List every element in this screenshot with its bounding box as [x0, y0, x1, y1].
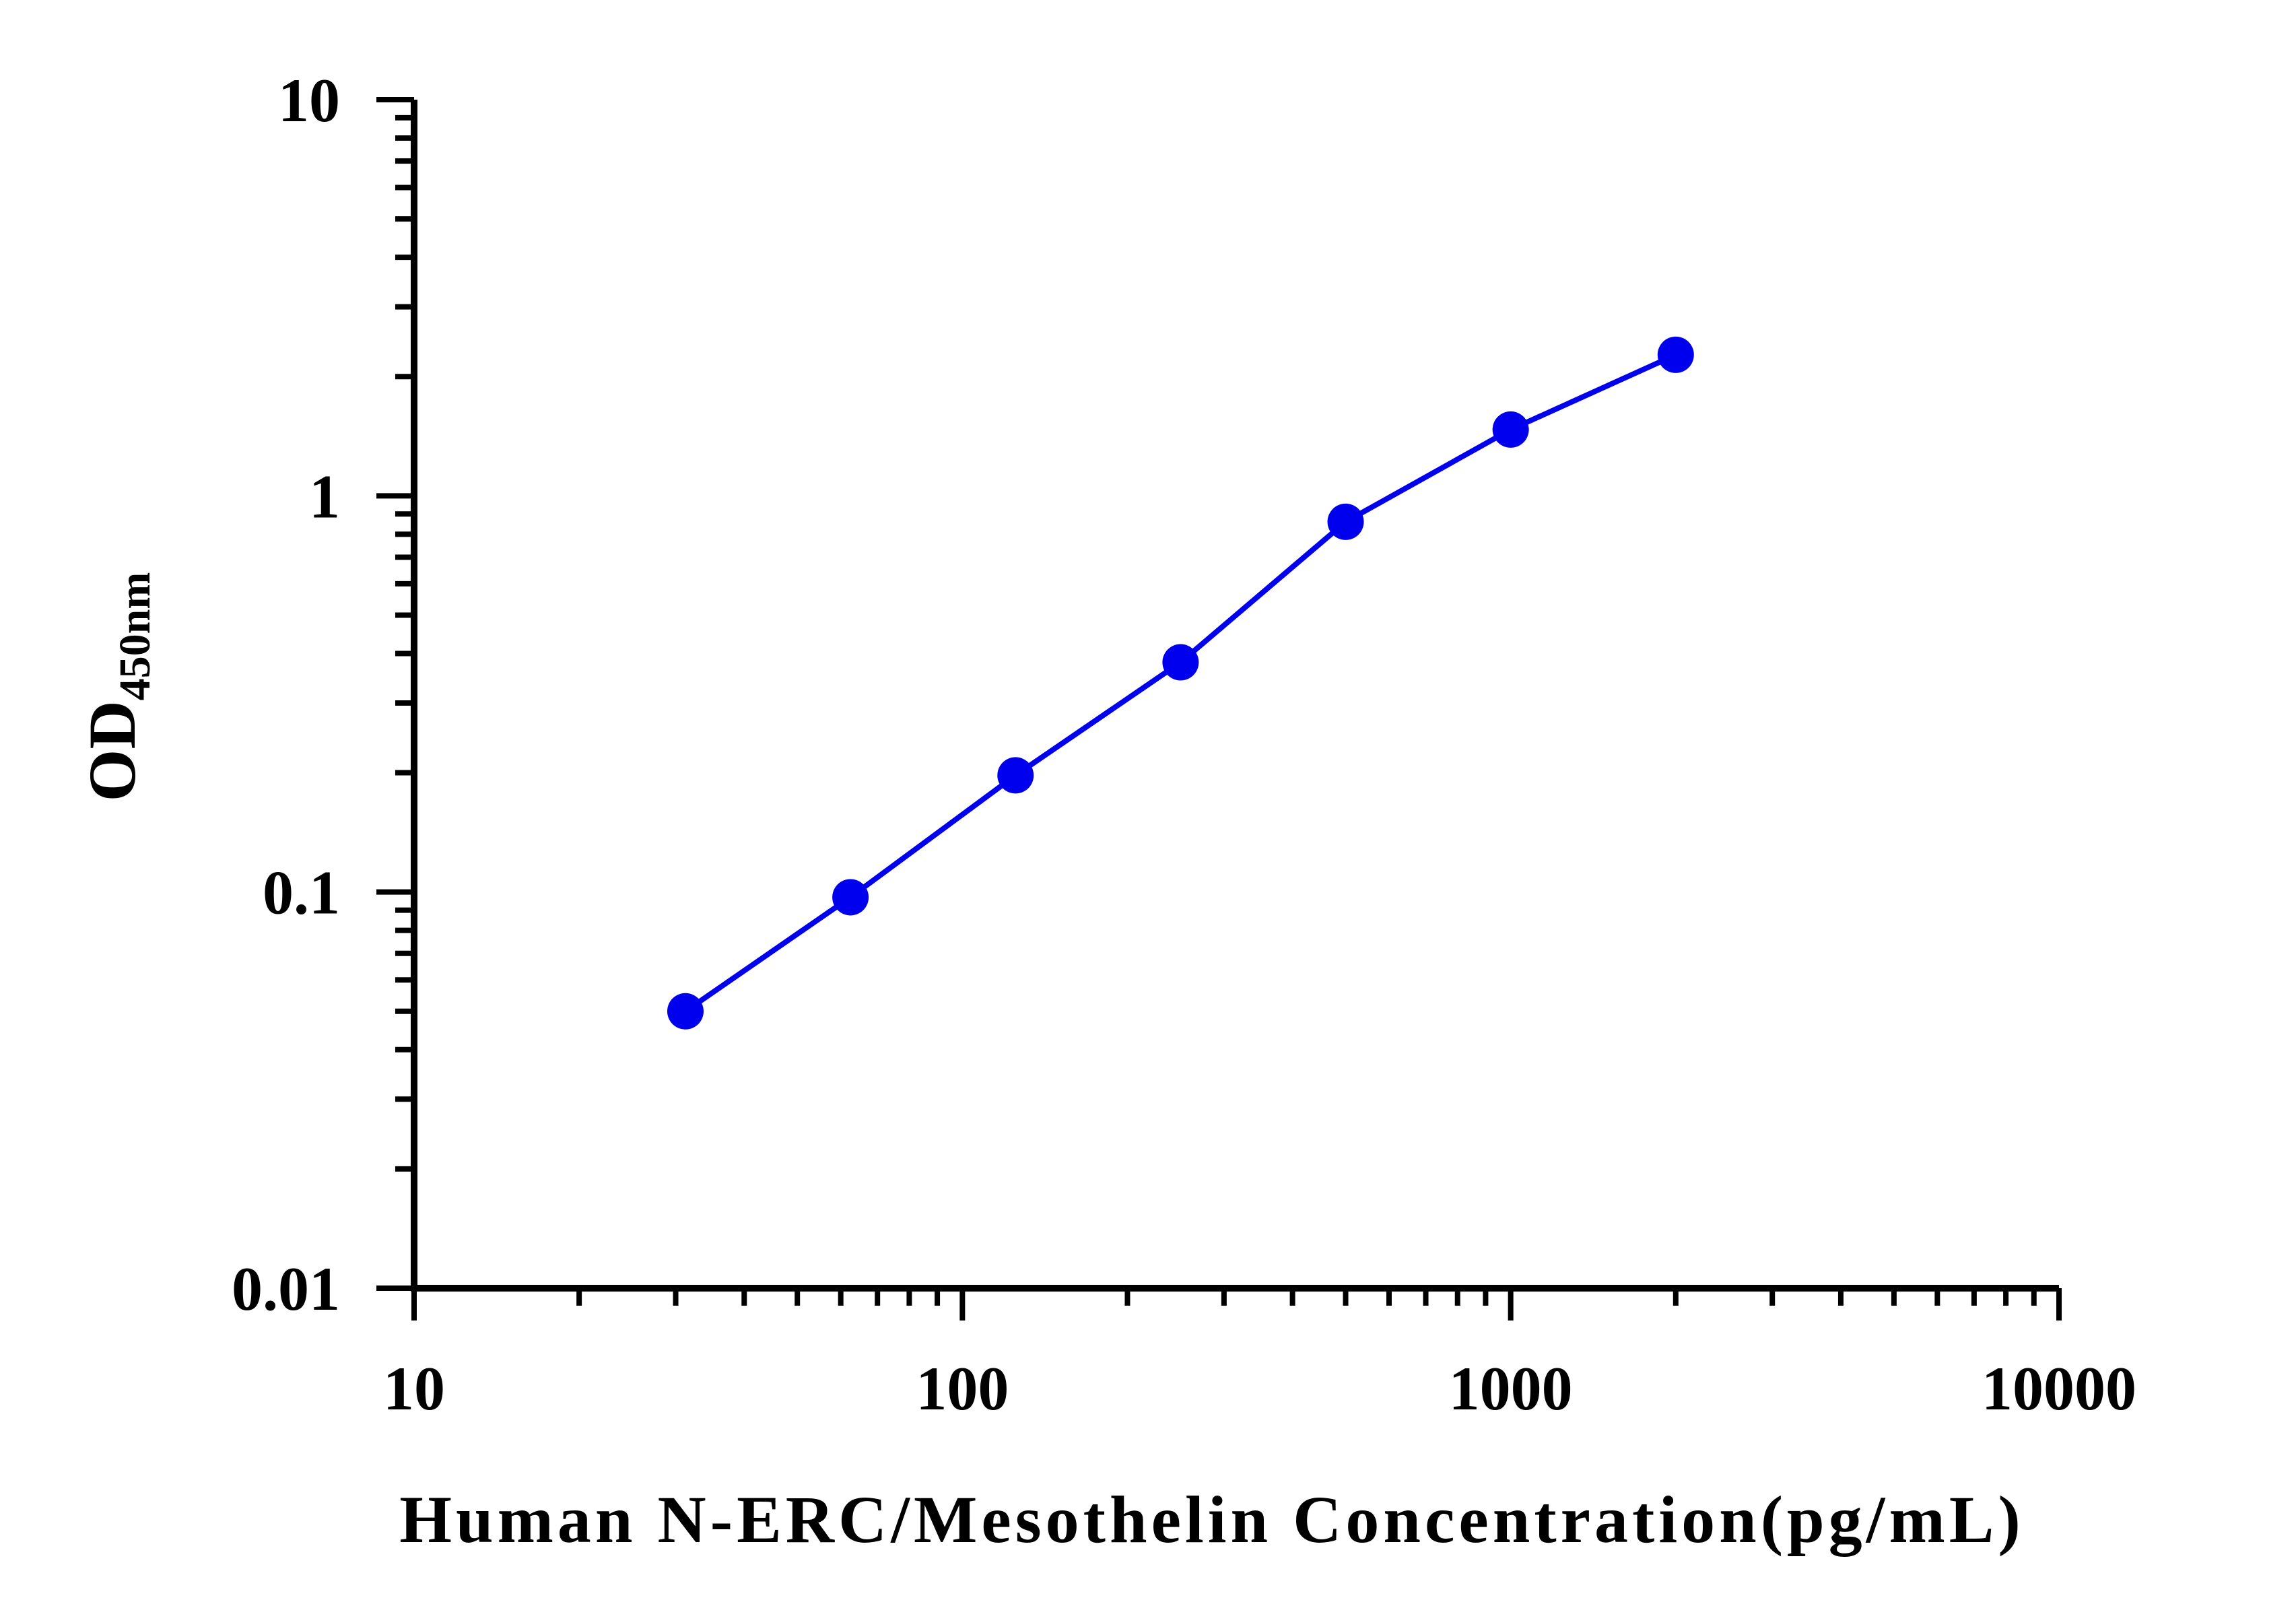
x-tick-label: 1000: [1449, 1354, 1573, 1423]
data-point: [997, 757, 1034, 794]
data-point: [832, 879, 869, 916]
axes: 10 100 1000 10000 0.01 0.1 1 10: [232, 66, 2136, 1423]
y-axis-title-main: OD: [75, 700, 149, 801]
x-tick-label: 10000: [1982, 1354, 2136, 1423]
y-tick-label: 0.01: [232, 1255, 340, 1323]
y-tick-label: 10: [278, 66, 340, 135]
x-tick-label: 10: [383, 1354, 445, 1423]
data-point: [667, 993, 704, 1030]
data-point: [1162, 644, 1199, 681]
y-tick-label: 1: [309, 462, 340, 531]
data-point: [1492, 411, 1529, 448]
x-tick-label: 100: [916, 1354, 1009, 1423]
series-group: [667, 336, 1694, 1030]
y-axis-title-subscript: 450nm: [110, 572, 160, 701]
x-axis-title: Human N-ERC/Mesothelin Concentration(pg/…: [399, 1482, 2025, 1557]
y-tick-label: 0.1: [263, 859, 340, 927]
data-point: [1327, 503, 1364, 540]
series-line: [683, 352, 1677, 1014]
y-axis-title: OD450nm: [75, 572, 160, 802]
data-point: [1657, 336, 1694, 373]
